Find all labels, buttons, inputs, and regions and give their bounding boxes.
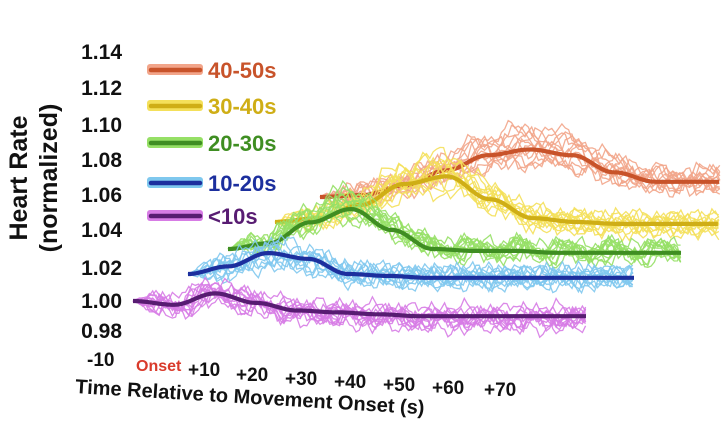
trace-line bbox=[132, 289, 587, 339]
y-tick-label: 1.06 bbox=[81, 184, 122, 207]
legend-label: 40-50s bbox=[208, 58, 277, 83]
y-tick-label: 1.00 bbox=[81, 290, 122, 313]
series-traces bbox=[132, 119, 721, 339]
y-axis: 1.14 1.12 1.10 1.08 1.06 1.04 1.02 1.00 0.98 bbox=[81, 41, 122, 343]
y-tick-label: 1.04 bbox=[81, 219, 122, 242]
x-tick-label: -10 bbox=[87, 350, 114, 371]
trace-line bbox=[227, 186, 682, 269]
x-tick-label: +10 bbox=[188, 360, 220, 381]
mean-line bbox=[133, 291, 587, 319]
y-tick-label: 1.02 bbox=[81, 257, 122, 280]
x-tick-label: +20 bbox=[236, 365, 268, 386]
trace-line bbox=[132, 277, 587, 323]
y-axis-label-line1: Heart Rate bbox=[5, 115, 33, 240]
y-tick-label: 1.12 bbox=[81, 77, 122, 100]
mean-line bbox=[228, 207, 682, 255]
y-tick-label: 1.14 bbox=[81, 41, 122, 64]
legend-label: 10-20s bbox=[208, 171, 277, 196]
x-tick-label: +50 bbox=[383, 375, 415, 396]
series-10s-group bbox=[132, 276, 587, 339]
trace-line bbox=[227, 193, 682, 268]
mean-line bbox=[187, 251, 635, 280]
x-tick-label: +40 bbox=[334, 372, 366, 393]
y-axis-label-line2: (normalized) bbox=[35, 104, 63, 253]
x-tick-label: +70 bbox=[484, 380, 516, 401]
x-tick-label: +30 bbox=[285, 369, 317, 390]
legend-label: 30-40s bbox=[208, 94, 277, 119]
y-tick-label: 1.10 bbox=[81, 114, 122, 137]
series-1020s-group bbox=[187, 234, 635, 295]
legend-label: 20-30s bbox=[208, 131, 277, 156]
trace-line bbox=[132, 276, 586, 332]
x-axis: -10 Onset +10 +20 +30 +40 +50 +60 +70 bbox=[87, 350, 516, 401]
y-tick-label: 1.08 bbox=[81, 149, 122, 172]
series-2030s-group bbox=[227, 179, 682, 269]
onset-label: Onset bbox=[136, 358, 182, 375]
legend: 40-50s 30-40s 20-30s 10-20s <10s bbox=[147, 58, 277, 229]
trace-line bbox=[187, 243, 634, 290]
x-tick-label: +60 bbox=[432, 378, 464, 399]
y-tick-label: 0.98 bbox=[81, 320, 122, 343]
legend-label: <10s bbox=[208, 204, 258, 229]
